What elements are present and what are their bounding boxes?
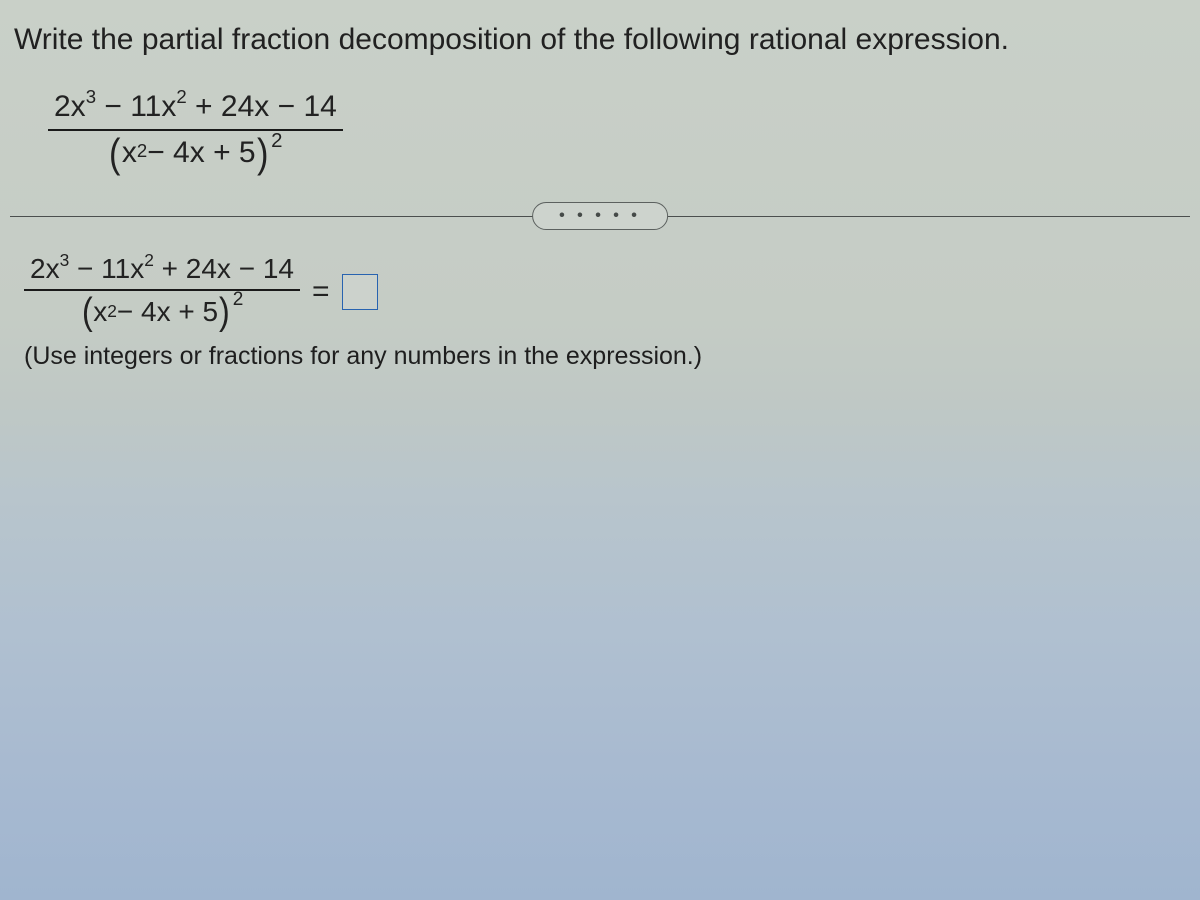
den-inner-2: − 4x + 5	[147, 135, 255, 171]
num-part-1: 2x	[54, 90, 86, 123]
num-exp-1: 3	[86, 86, 96, 107]
answer-denominator: ( x2 − 4x + 5 ) 2	[75, 293, 250, 334]
num-exp-2: 2	[176, 86, 186, 107]
equals-sign: =	[312, 275, 330, 309]
given-expression: 2x3 − 11x2 + 24x − 14 ( x2 − 4x + 5 ) 2	[48, 87, 1190, 178]
num-part-3: + 24x − 14	[187, 90, 337, 123]
answer-denominator-paren-group: ( x2 − 4x + 5 ) 2	[81, 295, 244, 329]
numerator: 2x3 − 11x2 + 24x − 14	[48, 87, 343, 127]
ans-num-part-3: + 24x − 14	[154, 253, 294, 284]
answer-hint: (Use integers or fractions for any numbe…	[24, 342, 1190, 371]
section-divider: • • • • •	[10, 196, 1190, 236]
answer-numerator: 2x3 − 11x2 + 24x − 14	[24, 250, 300, 288]
ans-den-inner-2: − 4x + 5	[117, 295, 218, 329]
denominator-paren-group: ( x2 − 4x + 5 ) 2	[108, 135, 282, 171]
denominator: ( x2 − 4x + 5 ) 2	[102, 133, 288, 178]
close-paren: )	[257, 135, 268, 171]
open-paren: (	[109, 135, 120, 171]
ans-den-outer-exp: 2	[233, 289, 244, 312]
ans-num-exp-2: 2	[144, 250, 154, 270]
ans-num-exp-1: 3	[60, 250, 70, 270]
question-screen: Write the partial fraction decomposition…	[0, 0, 1200, 900]
ans-num-part-1: 2x	[30, 253, 60, 284]
answer-fraction: 2x3 − 11x2 + 24x − 14 ( x2 − 4x + 5 ) 2	[24, 250, 300, 334]
question-prompt: Write the partial fraction decomposition…	[14, 20, 1190, 61]
den-inner-1: x	[122, 135, 137, 171]
den-outer-exp: 2	[271, 129, 282, 153]
ans-open-paren: (	[82, 295, 93, 329]
ans-close-paren: )	[219, 295, 230, 329]
divider-pill[interactable]: • • • • •	[532, 202, 668, 230]
answer-input[interactable]	[342, 274, 378, 310]
fraction: 2x3 − 11x2 + 24x − 14 ( x2 − 4x + 5 ) 2	[48, 87, 343, 178]
ans-den-inner-1: x	[93, 295, 107, 329]
fraction-bar	[48, 129, 343, 131]
answer-fraction-bar	[24, 289, 300, 291]
answer-row: 2x3 − 11x2 + 24x − 14 ( x2 − 4x + 5 ) 2 …	[24, 250, 1190, 334]
ans-num-part-2: − 11x	[69, 253, 144, 284]
num-part-2: − 11x	[96, 90, 176, 123]
